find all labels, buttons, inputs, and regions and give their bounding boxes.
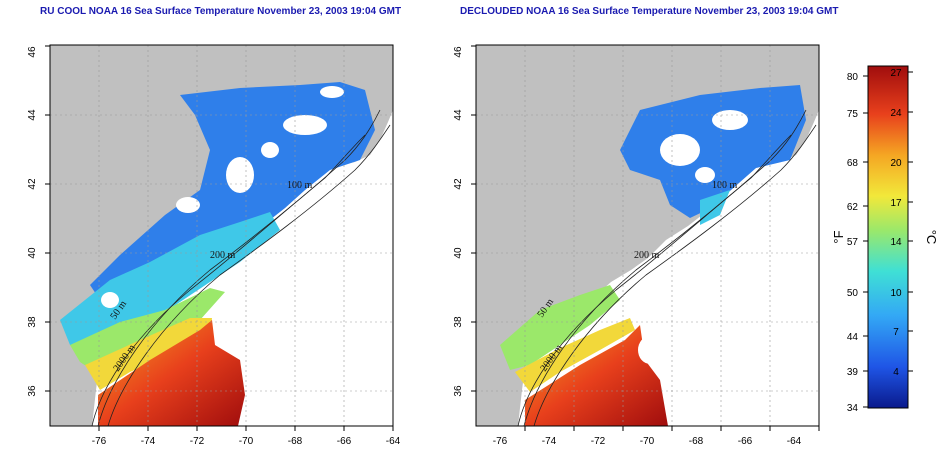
colorbar-f-label: 57 (847, 237, 859, 248)
contour-label-100m: 100 m (712, 180, 738, 191)
lat-tick-label: 44 (27, 109, 38, 121)
graticule (50, 45, 393, 426)
bathymetry-contours (517, 109, 817, 426)
lon-tick-label: -74 (141, 436, 156, 447)
lat-tick-label: 40 (27, 247, 38, 259)
colorbar-c-label: 10 (890, 288, 902, 299)
colorbar-f-label: 44 (847, 332, 859, 343)
left-lon-axis: -76 -74 -72 -70 -68 -66 -64 (92, 426, 401, 447)
contour-label-100m: 100 m (287, 180, 313, 191)
colorbar-f-label: 75 (847, 109, 859, 120)
mid-water-region (500, 285, 620, 370)
colorbar-c-label: 17 (890, 198, 902, 209)
left-map-title: RU COOL NOAA 16 Sea Surface Temperature … (40, 6, 402, 17)
colorbar-c-label: 20 (890, 158, 902, 169)
colorbar-f-label: 62 (847, 202, 859, 213)
colorbar-unit-fahrenheit: °F (831, 230, 846, 243)
right-map-panel: 50 m 100 m 200 m 2000 m (476, 45, 819, 426)
lat-tick-label: 36 (453, 385, 464, 397)
colorbar-f-label: 34 (847, 403, 859, 414)
lon-tick-label: -66 (738, 436, 753, 447)
lon-tick-label: -66 (337, 436, 352, 447)
right-map-frame (475, 44, 820, 427)
lat-tick-label: 38 (27, 316, 38, 328)
lon-tick-label: -64 (386, 436, 401, 447)
right-lon-axis: -76 -74 -72 -70 -68 -66 -64 (493, 426, 820, 447)
bathymetry-contours (91, 109, 391, 426)
contour-label-200m: 200 m (210, 250, 236, 261)
lon-tick-label: -74 (542, 436, 557, 447)
cold-water-region (620, 85, 806, 218)
gulf-stream-region (98, 320, 245, 426)
lon-tick-label: -68 (689, 436, 704, 447)
colorbar-unit-celsius: °C (924, 230, 939, 245)
contour-label-200m: 200 m (634, 250, 660, 261)
lon-tick-label: -72 (190, 436, 205, 447)
temperature-colorbar: 80 75 68 62 57 50 44 39 34 27 24 20 17 1… (831, 65, 939, 414)
right-map-title: DECLOUDED NOAA 16 Sea Surface Temperatur… (460, 6, 839, 17)
left-map-frame (49, 44, 394, 427)
lon-tick-label: -64 (787, 436, 802, 447)
warm-water-region (85, 318, 212, 390)
warm-water-region (515, 318, 635, 392)
lat-tick-label: 38 (453, 316, 464, 328)
colorbar-f-label: 50 (847, 288, 859, 299)
lon-tick-label: -76 (493, 436, 508, 447)
lon-tick-label: -76 (92, 436, 107, 447)
lat-tick-label: 46 (453, 46, 464, 58)
colorbar-c-label: 4 (893, 367, 899, 378)
lon-tick-label: -70 (640, 436, 655, 447)
colorbar-f-label: 80 (847, 72, 859, 83)
left-map-panel: 50 m 100 m 200 m 2000 m (50, 45, 393, 426)
lat-tick-label: 46 (27, 46, 38, 58)
colorbar-c-label: 24 (890, 108, 902, 119)
colorbar-f-label: 68 (847, 158, 859, 169)
lat-tick-label: 44 (453, 109, 464, 121)
lat-tick-label: 42 (27, 178, 38, 190)
lat-tick-label: 40 (453, 247, 464, 259)
right-lat-axis: 36 38 40 42 44 46 (453, 45, 476, 397)
left-lat-axis: 36 38 40 42 44 46 (27, 45, 50, 397)
lon-tick-label: -68 (288, 436, 303, 447)
gulf-stream-region (525, 325, 668, 426)
graticule (476, 45, 819, 426)
lon-tick-label: -72 (591, 436, 606, 447)
colorbar-c-label: 7 (893, 327, 899, 338)
colorbar-gradient (867, 65, 909, 409)
colorbar-c-label: 14 (890, 237, 902, 248)
colorbar-c-label: 27 (890, 68, 902, 79)
cloud-mask (101, 86, 344, 308)
cool-water-region (60, 212, 280, 350)
lat-tick-label: 42 (453, 178, 464, 190)
lon-tick-label: -70 (239, 436, 254, 447)
lat-tick-label: 36 (27, 385, 38, 397)
colorbar-f-label: 39 (847, 367, 859, 378)
